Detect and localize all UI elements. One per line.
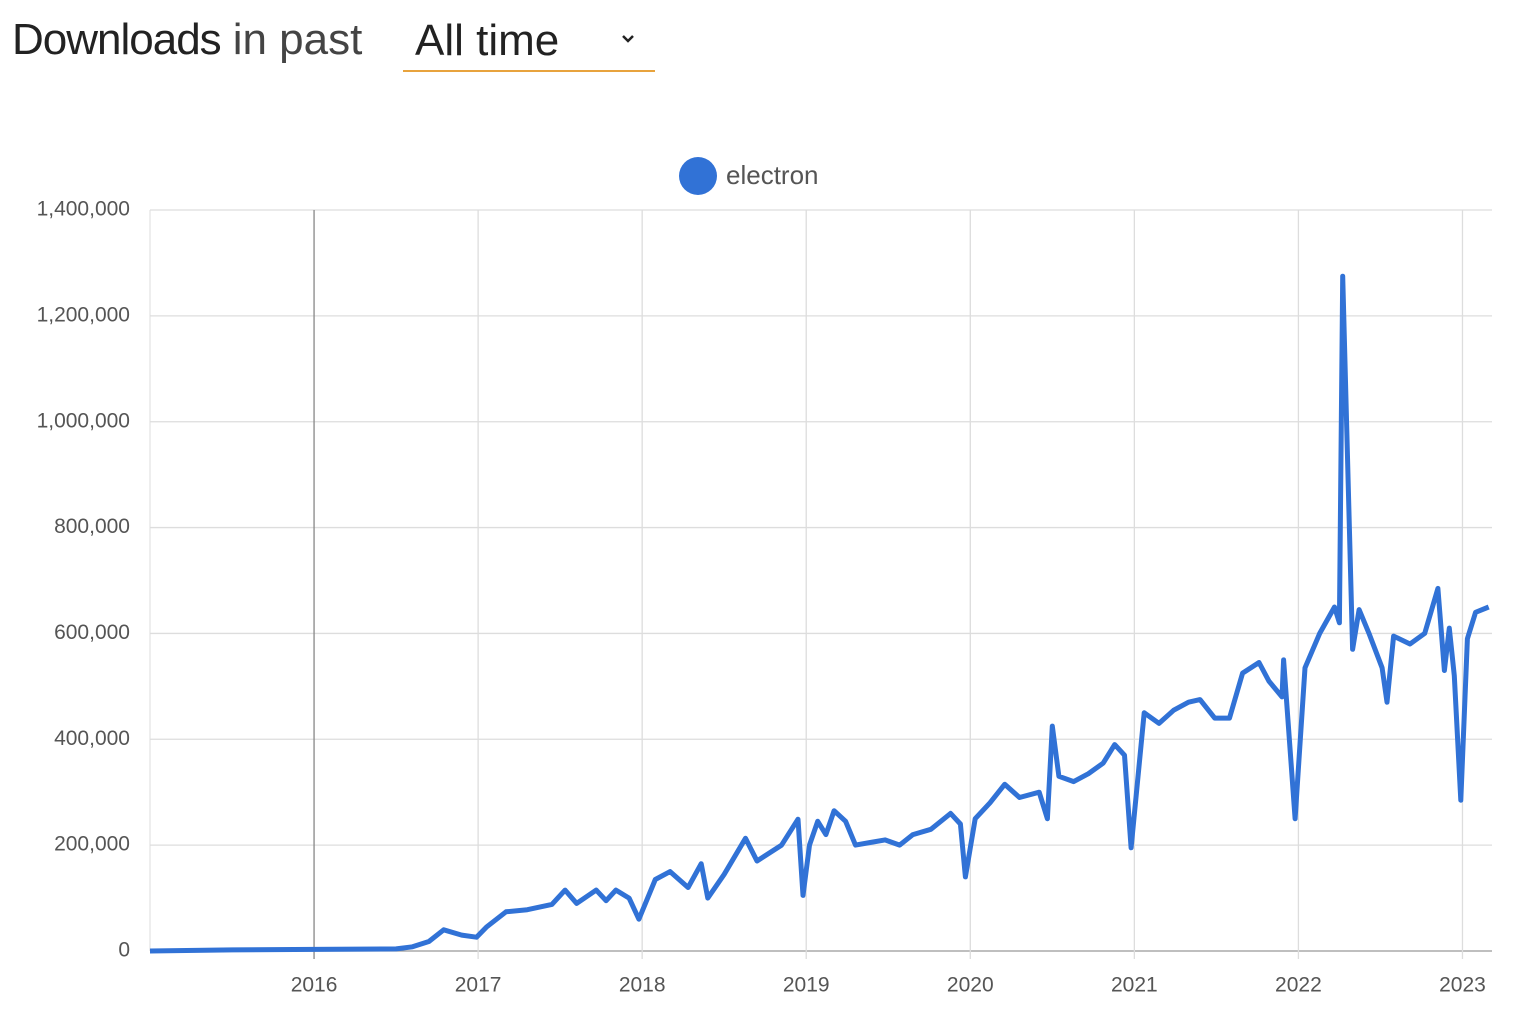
y-tick-label: 0 <box>118 939 130 962</box>
x-tick-label: 2019 <box>783 974 830 997</box>
title: Downloads <box>12 15 222 64</box>
x-tick-label: 2023 <box>1439 974 1486 997</box>
y-tick-label: 600,000 <box>54 621 130 644</box>
header: Downloads in past <box>12 10 362 70</box>
period-select[interactable]: All time <box>403 10 655 72</box>
period-value: All time <box>415 16 560 65</box>
x-tick-label: 2021 <box>1111 974 1158 997</box>
x-tick-label: 2020 <box>947 974 994 997</box>
legend-label: electron <box>726 160 819 190</box>
subtitle: in past <box>232 15 363 64</box>
y-tick-label: 1,200,000 <box>37 303 130 326</box>
chevron <box>622 35 634 43</box>
x-tick-label: 2016 <box>291 974 338 997</box>
y-tick-label: 800,000 <box>54 515 130 538</box>
legend-marker <box>679 157 717 195</box>
x-tick-label: 2017 <box>455 974 502 997</box>
x-tick-label: 2018 <box>619 974 666 997</box>
y-tick-label: 1,000,000 <box>37 409 130 432</box>
y-tick-label: 1,400,000 <box>37 198 130 221</box>
x-tick-label: 2022 <box>1275 974 1322 997</box>
series-line <box>149 273 1490 954</box>
y-tick-label: 400,000 <box>54 727 130 750</box>
y-tick-label: 200,000 <box>54 833 130 856</box>
